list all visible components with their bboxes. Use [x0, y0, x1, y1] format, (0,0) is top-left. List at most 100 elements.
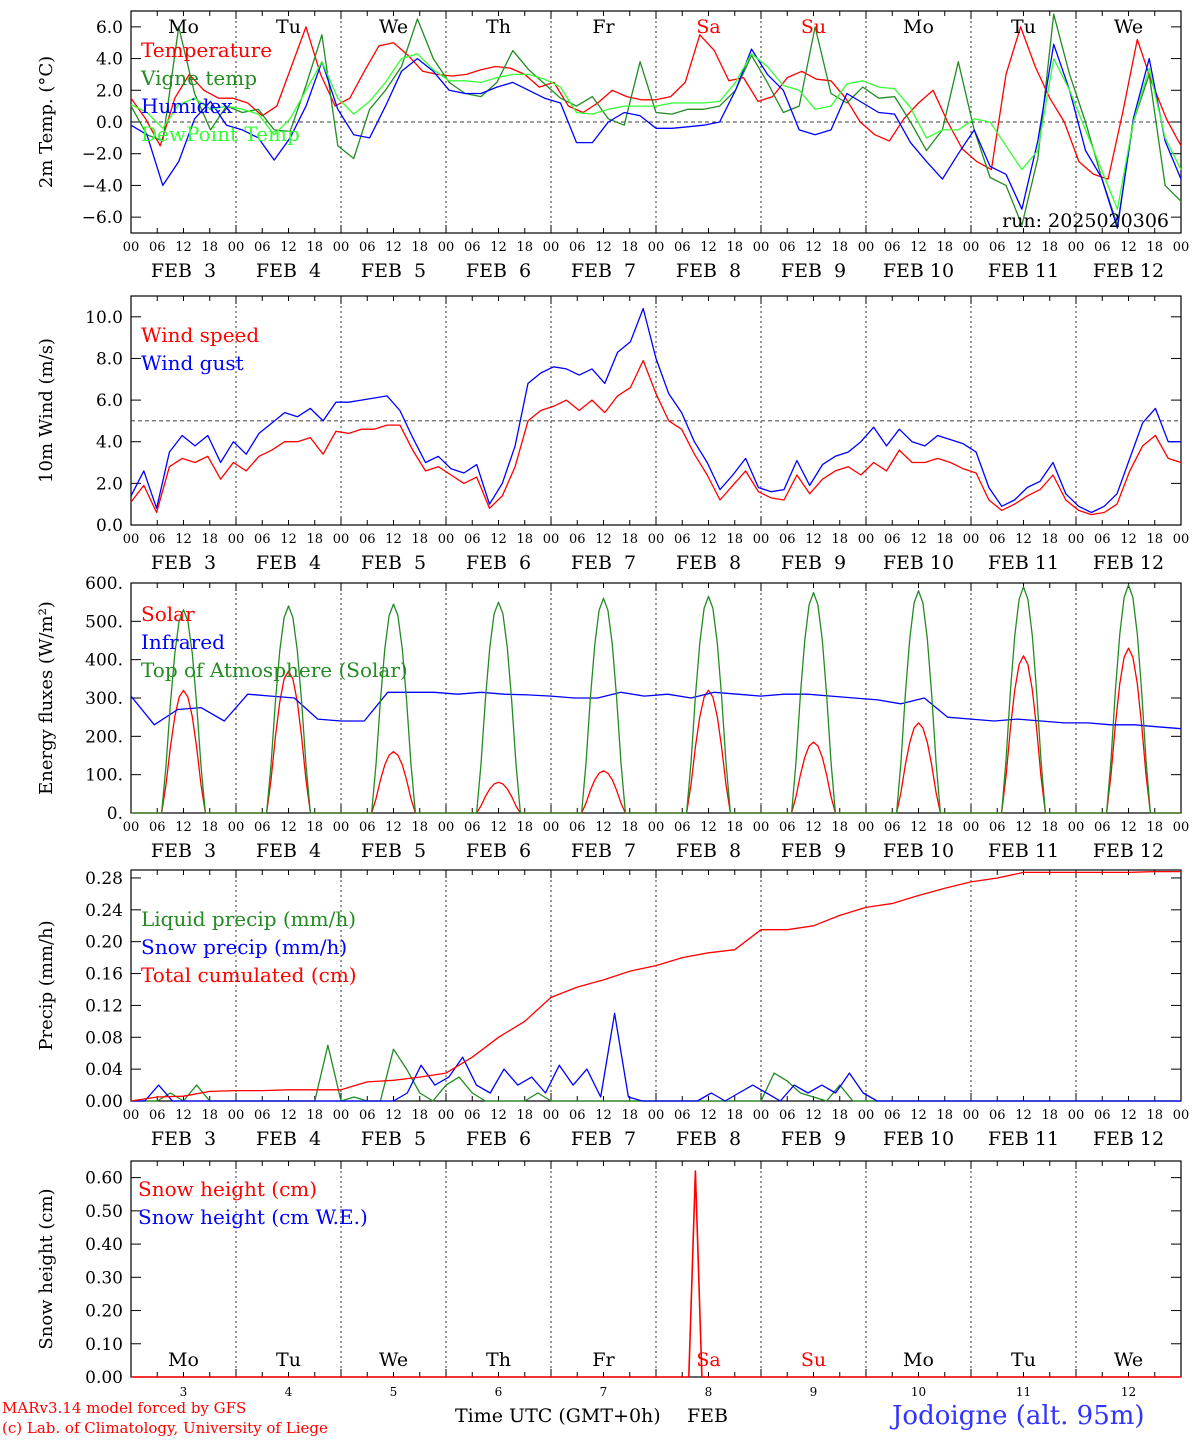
- hour-tick-label: 18: [411, 532, 428, 547]
- hour-tick-label: 12: [490, 820, 507, 835]
- weekday-label: Th: [486, 16, 511, 38]
- y-tick-label: 0.24: [85, 901, 123, 921]
- run-annotation: run: 2025020306: [1002, 210, 1169, 232]
- hour-tick-label: 06: [1094, 820, 1111, 835]
- hour-tick-label: 18: [1041, 240, 1058, 255]
- date-label: FEB 5: [361, 260, 426, 282]
- date-label: FEB 11: [988, 1128, 1059, 1150]
- hour-tick-label: 18: [1041, 820, 1058, 835]
- hour-tick-label: 06: [464, 532, 481, 547]
- date-label: FEB 4: [256, 840, 321, 862]
- hour-tick-label: 18: [1041, 1108, 1058, 1123]
- hour-tick-label: 00: [438, 1108, 455, 1123]
- hour-tick-label: 18: [1146, 240, 1163, 255]
- date-label: FEB 11: [988, 260, 1059, 282]
- hour-tick-label: 12: [1120, 240, 1137, 255]
- date-label: FEB 10: [883, 1128, 954, 1150]
- y-tick-label: 8.0: [96, 349, 123, 369]
- date-label: FEB 8: [676, 260, 741, 282]
- hour-tick-label: 00: [123, 1108, 140, 1123]
- date-label: FEB 3: [151, 840, 216, 862]
- hour-tick-label: 00: [1068, 820, 1085, 835]
- date-label: FEB 8: [676, 552, 741, 574]
- hour-tick-label: 06: [989, 820, 1006, 835]
- hour-tick-label: 18: [306, 240, 323, 255]
- weekday-label: Sa: [696, 1349, 720, 1371]
- hour-tick-label: 18: [621, 532, 638, 547]
- legend-entry: Total cumulated (cm): [141, 963, 357, 987]
- weekday-label: We: [379, 1349, 408, 1371]
- hour-tick-label: 06: [149, 1108, 166, 1123]
- hour-tick-label: 12: [805, 532, 822, 547]
- weekday-label: Fr: [592, 16, 615, 38]
- hour-tick-label: 18: [516, 240, 533, 255]
- y-axis-label: 10m Wind (m/s): [36, 338, 57, 483]
- date-label: FEB 9: [781, 260, 846, 282]
- y-tick-label: 0.04: [85, 1060, 123, 1080]
- date-label: FEB 10: [883, 260, 954, 282]
- hour-tick-label: 12: [490, 532, 507, 547]
- hour-tick-label: 12: [910, 532, 927, 547]
- hour-tick-label: 12: [385, 1108, 402, 1123]
- hour-tick-label: 12: [700, 820, 717, 835]
- series-wind-speed: [130, 359, 1182, 516]
- y-tick-label: −4.0: [82, 176, 123, 196]
- weekday-label: Mo: [903, 1349, 934, 1371]
- y-tick-label: 0.40: [85, 1235, 123, 1255]
- hour-tick-label: 00: [858, 532, 875, 547]
- date-label: FEB 12: [1093, 1128, 1164, 1150]
- series-infrared: [130, 691, 1182, 730]
- date-label: FEB 5: [361, 840, 426, 862]
- hour-tick-label: 06: [884, 820, 901, 835]
- hour-tick-label: 18: [831, 532, 848, 547]
- hour-tick-label: 00: [543, 240, 560, 255]
- weekday-label: Tu: [1011, 1349, 1036, 1371]
- hour-tick-label: 00: [438, 532, 455, 547]
- y-tick-label: 0.08: [85, 1028, 123, 1048]
- hour-tick-label: 12: [595, 1108, 612, 1123]
- hour-tick-label: 18: [621, 240, 638, 255]
- weekday-label: Fr: [592, 1349, 615, 1371]
- hour-tick-label: 12: [910, 820, 927, 835]
- y-axis-label: 2m Temp. (°C): [36, 56, 57, 188]
- hour-tick-label: 00: [1173, 820, 1190, 835]
- day-number-label: 3: [180, 1385, 188, 1399]
- hour-tick-label: 00: [228, 532, 245, 547]
- date-label: FEB 5: [361, 1128, 426, 1150]
- hour-tick-label: 12: [805, 820, 822, 835]
- hour-tick-label: 00: [753, 532, 770, 547]
- series-snow-height-cm: [131, 1170, 1181, 1378]
- day-number-label: 6: [495, 1385, 503, 1399]
- station-name: Jodoigne (alt. 95m): [892, 1401, 1145, 1431]
- hour-tick-label: 06: [149, 532, 166, 547]
- hour-tick-label: 00: [858, 820, 875, 835]
- hour-tick-label: 06: [254, 820, 271, 835]
- hour-tick-label: 00: [543, 1108, 560, 1123]
- hour-tick-label: 18: [201, 240, 218, 255]
- hour-tick-label: 18: [726, 240, 743, 255]
- date-label: FEB 5: [361, 552, 426, 574]
- y-tick-label: 400.: [85, 651, 123, 671]
- hour-tick-label: 06: [149, 820, 166, 835]
- hour-tick-label: 06: [569, 240, 586, 255]
- date-label: FEB 7: [571, 552, 636, 574]
- y-axis-label: Snow height (cm): [36, 1188, 57, 1349]
- date-label: FEB 8: [676, 1128, 741, 1150]
- hour-tick-label: 18: [516, 820, 533, 835]
- hour-tick-label: 06: [1094, 240, 1111, 255]
- hour-tick-label: 12: [595, 532, 612, 547]
- hour-tick-label: 00: [228, 1108, 245, 1123]
- hour-tick-label: 06: [674, 1108, 691, 1123]
- legend-entry: Infrared: [141, 630, 225, 654]
- hour-tick-label: 06: [674, 820, 691, 835]
- hour-tick-label: 06: [359, 820, 376, 835]
- hour-tick-label: 06: [989, 1108, 1006, 1123]
- hour-tick-label: 12: [280, 240, 297, 255]
- hour-tick-label: 12: [1120, 1108, 1137, 1123]
- y-tick-label: 0.60: [85, 1169, 123, 1189]
- hour-tick-label: 18: [411, 240, 428, 255]
- series-vigne-temp: [130, 13, 1182, 226]
- hour-tick-label: 12: [175, 1108, 192, 1123]
- hour-tick-label: 06: [464, 1108, 481, 1123]
- hour-tick-label: 12: [175, 820, 192, 835]
